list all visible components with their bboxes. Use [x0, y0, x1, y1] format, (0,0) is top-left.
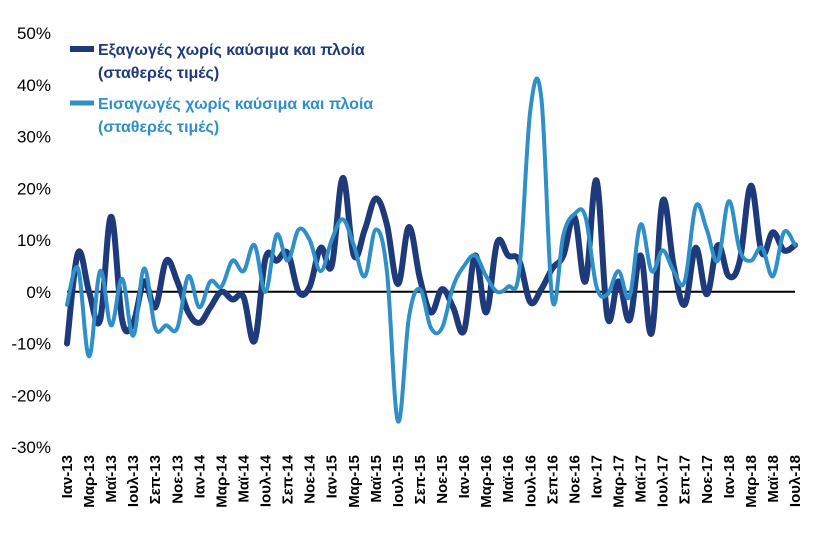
- x-tick-label: Μαρ-16: [478, 455, 495, 508]
- x-tick-label: Νοε-17: [699, 455, 716, 504]
- legend-label-exports-line2: (σταθερές τιμές): [98, 65, 219, 82]
- series-line-exports: [64, 174, 798, 347]
- x-tick-label: Μαϊ-16: [500, 455, 517, 503]
- x-tick-label: Μαρ-15: [346, 455, 363, 508]
- x-tick-label: Ιουλ-14: [258, 454, 275, 507]
- x-tick-label: Ιαν-18: [721, 455, 738, 498]
- y-tick-label: -30%: [11, 438, 51, 457]
- x-tick-label: Μαρ-14: [213, 454, 230, 507]
- x-tick-label: Νοε-13: [169, 455, 186, 504]
- y-tick-label: -10%: [11, 335, 51, 354]
- x-tick-label: Ιουλ-18: [787, 455, 804, 507]
- x-tick-label: Μαϊ-14: [235, 454, 252, 502]
- x-tick-label: Ιουλ-17: [655, 455, 672, 507]
- x-tick-label: Νοε-16: [566, 455, 583, 504]
- legend-label-imports-line1: Εισαγωγές χωρίς καύσιμα και πλοία: [98, 96, 373, 113]
- y-axis: -30% -20% -10% 0% 10% 20% 30% 40% 50%: [11, 24, 51, 457]
- x-tick-label: Μαρ-17: [611, 455, 628, 508]
- x-tick-label: Μαϊ-13: [103, 455, 120, 503]
- x-tick-label: Σεπ-13: [147, 455, 164, 504]
- x-tick-label: Μαρ-18: [743, 455, 760, 508]
- x-tick-label: Ιουλ-16: [522, 455, 539, 507]
- x-tick-label: Ιαν-14: [191, 454, 208, 498]
- x-tick-label: Νοε-14: [302, 454, 319, 503]
- y-tick-label: 0%: [26, 283, 51, 302]
- legend-label-imports-line2: (σταθερές τιμές): [98, 119, 219, 136]
- series-line-imports: [65, 76, 797, 424]
- x-tick-label: Μαϊ-18: [765, 455, 782, 503]
- x-tick-label: Ιαν-17: [588, 455, 605, 498]
- legend-label-exports-line1: Εξαγωγές χωρίς καύσιμα και πλοία: [98, 42, 365, 59]
- x-tick-label: Ιαν-16: [456, 455, 473, 498]
- x-tick-label: Σεπ-14: [280, 454, 297, 504]
- x-tick-label: Ιαν-13: [59, 455, 76, 498]
- x-tick-label: Ιαν-15: [324, 455, 341, 498]
- x-tick-label: Μαϊ-17: [633, 455, 650, 503]
- x-axis: Ιαν-13 Μαρ-13 Μαϊ-13 Ιουλ-13 Σεπ-13 Νοε-13 Ιαν…: [59, 454, 804, 507]
- series-layer: [64, 76, 798, 424]
- x-tick-label: Ιουλ-13: [125, 455, 142, 507]
- y-tick-label: 10%: [17, 231, 51, 250]
- x-tick-label: Νοε-15: [434, 455, 451, 504]
- x-tick-label: Μαρ-13: [81, 455, 98, 508]
- x-tick-label: Μαϊ-15: [368, 455, 385, 503]
- y-tick-label: 20%: [17, 179, 51, 198]
- y-tick-label: 30%: [17, 128, 51, 147]
- x-tick-label: Σεπ-16: [544, 455, 561, 504]
- y-tick-label: 50%: [17, 24, 51, 43]
- x-tick-label: Σεπ-17: [677, 455, 694, 504]
- x-tick-label: Ιουλ-15: [390, 455, 407, 507]
- y-tick-label: 40%: [17, 76, 51, 95]
- legend: Εξαγωγές χωρίς καύσιμα και πλοία (σταθερ…: [70, 42, 373, 136]
- y-tick-label: -20%: [11, 386, 51, 405]
- x-tick-label: Σεπ-15: [412, 455, 429, 504]
